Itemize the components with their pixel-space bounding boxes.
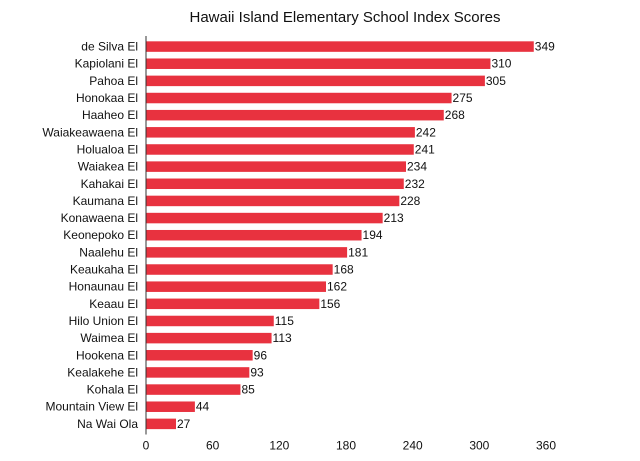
x-tick-label: 60 bbox=[206, 438, 220, 452]
category-label: Waiakea El bbox=[78, 160, 138, 174]
category-label: Hilo Union El bbox=[69, 314, 138, 328]
category-label: Honaunau El bbox=[69, 280, 138, 294]
category-label: Pahoa El bbox=[89, 74, 138, 88]
category-label: Kapiolani El bbox=[75, 57, 138, 71]
value-label: 96 bbox=[254, 348, 268, 362]
category-label: Kaumana El bbox=[73, 194, 138, 208]
x-tick-label: 180 bbox=[336, 438, 356, 452]
value-label: 113 bbox=[273, 331, 292, 345]
category-label: Holualoa El bbox=[77, 142, 138, 156]
value-label: 27 bbox=[177, 417, 191, 431]
category-label: Kohala El bbox=[87, 383, 138, 397]
bar bbox=[146, 195, 400, 207]
bar bbox=[146, 212, 383, 224]
category-label: Haaheo El bbox=[82, 108, 138, 122]
category-label: Keaau El bbox=[89, 297, 138, 311]
value-label: 310 bbox=[491, 57, 511, 71]
bar bbox=[146, 109, 444, 121]
x-tick-label: 120 bbox=[269, 438, 289, 452]
value-label: 234 bbox=[407, 160, 427, 174]
value-label: 241 bbox=[415, 142, 435, 156]
value-label: 232 bbox=[405, 177, 425, 191]
category-label: Honokaa El bbox=[76, 91, 138, 105]
bar bbox=[146, 281, 326, 292]
bar bbox=[146, 264, 333, 275]
value-label: 168 bbox=[334, 263, 354, 277]
bar bbox=[146, 332, 272, 344]
x-tick-label: 240 bbox=[403, 438, 423, 452]
bar bbox=[146, 367, 250, 378]
bar bbox=[146, 229, 362, 241]
bar bbox=[146, 401, 195, 412]
bars-group: de Silva El 349 Kapiolani El 310 Pahoa El 305… bbox=[42, 40, 555, 431]
value-label: 156 bbox=[320, 297, 340, 311]
value-label: 349 bbox=[535, 40, 555, 54]
bar bbox=[146, 161, 406, 172]
bar bbox=[146, 418, 176, 430]
bar bbox=[146, 41, 534, 52]
bar bbox=[146, 92, 452, 104]
value-label: 181 bbox=[348, 245, 368, 259]
value-label: 115 bbox=[275, 314, 294, 328]
category-label: Keonepoko El bbox=[63, 228, 138, 242]
category-label: Mountain View El bbox=[46, 400, 139, 414]
bar bbox=[146, 75, 485, 87]
category-label: de Silva El bbox=[81, 40, 138, 54]
bar bbox=[146, 298, 320, 310]
category-label: Waiakeawaena El bbox=[42, 125, 138, 139]
category-label: Na Wai Ola bbox=[77, 417, 138, 431]
value-label: 228 bbox=[400, 194, 420, 208]
value-label: 194 bbox=[363, 228, 383, 242]
bar bbox=[146, 178, 404, 190]
value-label: 93 bbox=[250, 365, 264, 379]
value-label: 242 bbox=[416, 125, 436, 139]
category-label: Hookena El bbox=[76, 348, 138, 362]
chart-title: Hawaii Island Elementary School Index Sc… bbox=[190, 9, 501, 26]
value-label: 268 bbox=[445, 108, 465, 122]
bar bbox=[146, 247, 348, 258]
value-label: 162 bbox=[327, 280, 347, 294]
x-tick-label: 300 bbox=[469, 438, 489, 452]
value-label: 275 bbox=[453, 91, 473, 105]
value-label: 85 bbox=[241, 383, 255, 397]
category-label: Keaukaha El bbox=[70, 263, 138, 277]
bar bbox=[146, 350, 253, 361]
bar bbox=[146, 315, 274, 327]
category-label: Naalehu El bbox=[79, 245, 138, 259]
bar bbox=[146, 127, 415, 138]
category-label: Konawaena El bbox=[61, 211, 138, 225]
x-axis: 0 60 120 180 240 300 360 bbox=[143, 36, 556, 452]
value-label: 213 bbox=[384, 211, 404, 225]
value-label: 44 bbox=[196, 400, 210, 414]
x-tick-label: 360 bbox=[536, 438, 556, 452]
bar bbox=[146, 144, 414, 155]
x-tick-label: 0 bbox=[143, 438, 150, 452]
bar bbox=[146, 384, 241, 395]
bar bbox=[146, 58, 491, 69]
category-label: Waimea El bbox=[80, 331, 138, 345]
category-label: Kahakai El bbox=[81, 177, 138, 191]
category-label: Kealakehe El bbox=[67, 365, 138, 379]
value-label: 305 bbox=[486, 74, 506, 88]
